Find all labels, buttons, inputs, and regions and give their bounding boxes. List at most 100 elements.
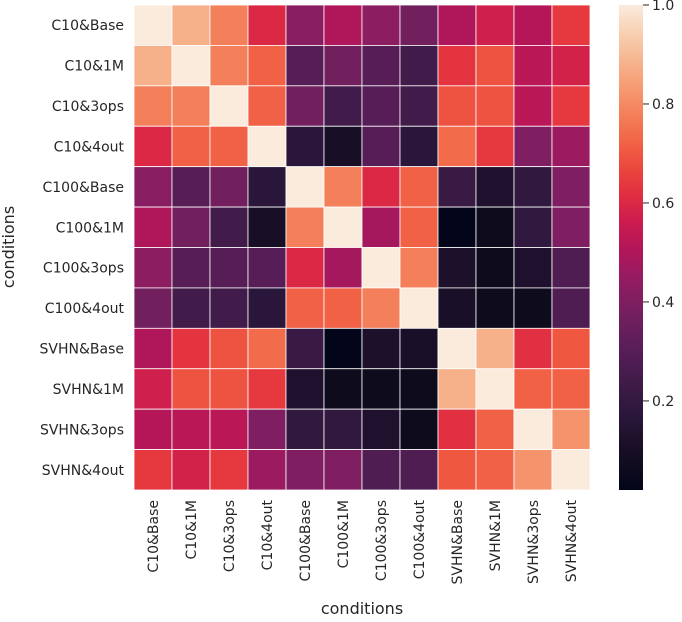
heatmap-cells — [133, 4, 591, 491]
heatmap-cell — [399, 287, 439, 329]
heatmap-cell — [513, 247, 553, 289]
heatmap-cell — [551, 327, 591, 370]
heatmap-cell — [475, 247, 515, 289]
heatmap-cell — [399, 85, 439, 127]
heatmap-cell — [551, 449, 591, 491]
heatmap-cell — [247, 4, 287, 46]
heatmap-cell — [133, 125, 173, 168]
heatmap-cell — [247, 449, 287, 491]
colorbar — [619, 5, 643, 490]
heatmap-cell — [247, 247, 287, 289]
y-tick-label: C100&Base — [42, 180, 124, 196]
heatmap-cell — [551, 287, 591, 329]
heatmap-cell — [475, 4, 515, 46]
x-tick-label: C100&3ops — [374, 500, 390, 581]
heatmap-cell — [399, 449, 439, 491]
y-tick-label: SVHN&4out — [42, 463, 125, 479]
y-tick-label: SVHN&1M — [53, 382, 124, 398]
heatmap-cell — [475, 287, 515, 329]
x-tick-label: C10&1M — [184, 500, 200, 560]
heatmap-cell — [209, 166, 249, 208]
heatmap-cell — [247, 206, 287, 248]
heatmap-cell — [551, 85, 591, 127]
heatmap-cell — [551, 247, 591, 289]
heatmap-cell — [475, 206, 515, 248]
heatmap-cell — [513, 206, 553, 248]
heatmap-cell — [361, 247, 401, 289]
heatmap-cell — [247, 287, 287, 329]
heatmap-cell — [133, 368, 173, 410]
y-tick-label: C10&1M — [65, 59, 125, 75]
heatmap-cell — [551, 4, 591, 46]
heatmap-cell — [475, 327, 515, 370]
heatmap-cell — [513, 85, 553, 127]
heatmap-cell — [551, 408, 591, 450]
y-tick-label: C10&Base — [51, 18, 124, 34]
heatmap-cell — [513, 408, 553, 450]
heatmap-cell — [399, 247, 439, 289]
x-tick-label: C100&4out — [412, 499, 428, 579]
heatmap-cell — [171, 449, 211, 491]
heatmap-cell — [513, 368, 553, 410]
heatmap-cell — [323, 368, 363, 410]
heatmap-cell — [437, 166, 477, 208]
heatmap-cell — [171, 247, 211, 289]
heatmap-cell — [361, 368, 401, 410]
colorbar-ticks: 0.2 0.4 0.6 0.8 1.0 — [643, 0, 674, 410]
heatmap-cell — [399, 408, 439, 450]
y-tick-labels: C10&Base C10&1M C10&3ops C10&4out C100&Base C… — [40, 18, 125, 479]
colorbar-tick-label: 0.4 — [652, 295, 674, 311]
heatmap-cell — [399, 206, 439, 248]
x-tick-label: SVHN&3ops — [526, 500, 542, 584]
colorbar-tick-label: 0.6 — [652, 196, 674, 212]
heatmap-cell — [171, 408, 211, 450]
heatmap-cell — [133, 45, 173, 87]
heatmap-cell — [209, 4, 249, 46]
y-tick-label: C10&3ops — [52, 99, 124, 115]
heatmap-cell — [361, 327, 401, 370]
heatmap-cell — [361, 408, 401, 450]
heatmap-cell — [171, 4, 211, 46]
x-tick-label: C10&4out — [260, 499, 276, 570]
y-tick-label: C100&1M — [56, 220, 124, 236]
heatmap-cell — [399, 45, 439, 87]
heatmap-cell — [247, 125, 287, 168]
x-tick-label: C100&Base — [298, 500, 314, 582]
heatmap-cell — [361, 45, 401, 87]
heatmap-cell — [247, 85, 287, 127]
heatmap-cell — [361, 4, 401, 46]
heatmap-cell — [285, 85, 325, 127]
heatmap-cell — [513, 327, 553, 370]
heatmap-cell — [209, 125, 249, 168]
x-tick-labels: C10&Base C10&1M C10&3ops C10&4out C100&Base C… — [146, 499, 580, 584]
heatmap-cell — [551, 166, 591, 208]
heatmap-cell — [399, 166, 439, 208]
heatmap-cell — [323, 327, 363, 370]
heatmap-cell — [247, 408, 287, 450]
y-tick-label: C10&4out — [54, 139, 125, 155]
heatmap-cell — [551, 125, 591, 168]
x-tick-label: SVHN&1M — [488, 500, 504, 571]
heatmap-cell — [209, 408, 249, 450]
colorbar-tick-label: 0.2 — [652, 394, 674, 410]
heatmap-cell — [247, 166, 287, 208]
heatmap-cell — [475, 449, 515, 491]
heatmap-cell — [323, 85, 363, 127]
heatmap-cell — [437, 85, 477, 127]
heatmap-cell — [361, 287, 401, 329]
heatmap-cell — [323, 166, 363, 208]
heatmap-cell — [361, 206, 401, 248]
y-tick-label: SVHN&3ops — [40, 422, 124, 438]
heatmap-cell — [171, 85, 211, 127]
heatmap-cell — [361, 125, 401, 168]
heatmap-cell — [475, 125, 515, 168]
heatmap-cell — [437, 4, 477, 46]
heatmap-cell — [475, 85, 515, 127]
heatmap-cell — [437, 247, 477, 289]
heatmap-cell — [209, 368, 249, 410]
heatmap-cell — [171, 327, 211, 370]
heatmap-cell — [551, 368, 591, 410]
colorbar-tick-label: 0.8 — [652, 97, 674, 113]
heatmap-cell — [437, 449, 477, 491]
